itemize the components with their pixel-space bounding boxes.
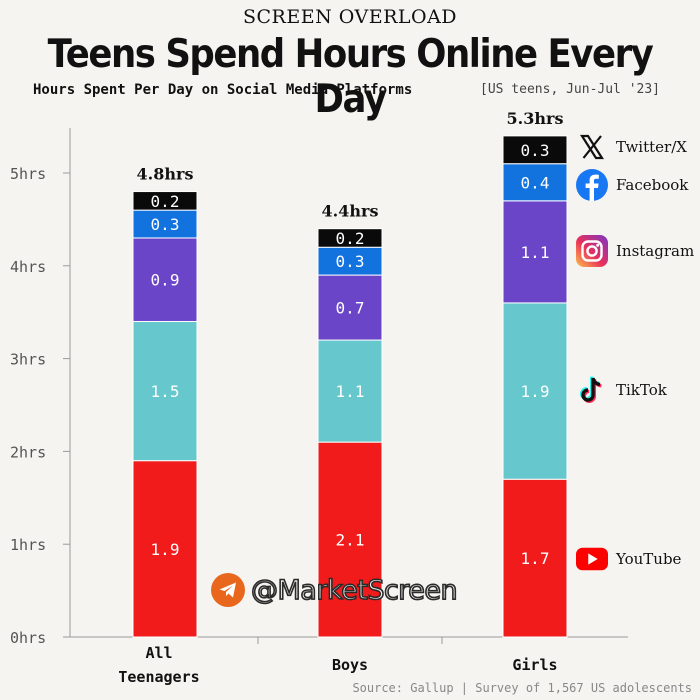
segment-value-label: 1.9 bbox=[151, 540, 180, 559]
y-tick-label: 2hrs bbox=[10, 443, 46, 461]
bar-segment bbox=[132, 191, 198, 211]
bar-total-label: 4.4hrs bbox=[322, 202, 379, 221]
bar-segment bbox=[502, 302, 568, 480]
bar-segment bbox=[132, 460, 198, 638]
legend-label-instagram: Instagram bbox=[616, 242, 695, 260]
youtube-icon bbox=[576, 543, 608, 575]
bar-total-label: 4.8hrs bbox=[137, 165, 194, 184]
segment-value-label: 1.1 bbox=[521, 243, 550, 262]
segment-value-label: 0.3 bbox=[521, 141, 550, 160]
facebook-icon bbox=[576, 169, 608, 201]
bar-segment bbox=[317, 246, 383, 276]
chart-title: Teens Spend Hours Online Every Day bbox=[47, 32, 654, 122]
watermark-text: @MarketScreen bbox=[250, 574, 458, 607]
segment-value-label: 0.9 bbox=[151, 271, 180, 290]
legend-label-twitter: Twitter/X bbox=[616, 138, 687, 156]
segment-value-label: 0.3 bbox=[151, 215, 180, 234]
telegram-icon bbox=[211, 573, 245, 607]
y-tick-label: 0hrs bbox=[10, 629, 46, 647]
bar-segment bbox=[317, 228, 383, 248]
x-category-label: All bbox=[145, 644, 172, 662]
legend-item-tiktok: TikTok bbox=[576, 373, 667, 407]
segment-value-label: 1.5 bbox=[151, 382, 180, 401]
bar-total-label: 5.3hrs bbox=[507, 109, 564, 128]
legend-label-facebook: Facebook bbox=[616, 176, 689, 194]
chart-subtitle: Hours Spent Per Day on Social Media Plat… bbox=[33, 82, 413, 98]
y-tick-label: 4hrs bbox=[10, 258, 46, 276]
bar-segment bbox=[317, 274, 383, 341]
legend-item-instagram: Instagram bbox=[576, 234, 694, 268]
watermark: @MarketScreen bbox=[211, 573, 458, 607]
bar-segment bbox=[502, 135, 568, 165]
segment-value-label: 0.7 bbox=[336, 299, 365, 318]
x-category-label: Boys bbox=[332, 656, 368, 674]
bar-segment bbox=[317, 441, 383, 638]
legend-label-tiktok: TikTok bbox=[616, 381, 667, 399]
y-tick-label: 5hrs bbox=[10, 165, 46, 183]
bar-segment bbox=[502, 200, 568, 304]
legend-item-twitter: Twitter/X bbox=[576, 130, 687, 164]
segment-value-label: 1.7 bbox=[521, 549, 550, 568]
segment-value-label: 2.1 bbox=[336, 531, 365, 550]
bar-segment bbox=[502, 163, 568, 202]
legend-item-youtube: YouTube bbox=[576, 542, 681, 576]
x-category-label: Teenagers bbox=[118, 668, 199, 686]
legend-label-youtube: YouTube bbox=[616, 550, 682, 568]
instagram-icon bbox=[576, 235, 608, 267]
segment-value-label: 0.2 bbox=[151, 192, 180, 211]
segment-value-label: 0.3 bbox=[336, 252, 365, 271]
x-logo-icon bbox=[576, 131, 608, 163]
chart-subnote: [US teens, Jun-Jul '23] bbox=[480, 82, 661, 97]
kicker-label: SCREEN OVERLOAD bbox=[242, 6, 458, 28]
y-tick-label: 1hrs bbox=[10, 536, 46, 554]
x-category-label: Girls bbox=[512, 656, 557, 674]
segment-value-label: 0.2 bbox=[336, 229, 365, 248]
source-note: Source: Gallup | Survey of 1,567 US adol… bbox=[352, 681, 692, 695]
segment-value-label: 1.9 bbox=[521, 382, 550, 401]
tiktok-icon bbox=[576, 374, 608, 406]
segment-value-label: 1.1 bbox=[336, 382, 365, 401]
bar-segment bbox=[502, 478, 568, 638]
bar-segment bbox=[132, 209, 198, 239]
legend-item-facebook: Facebook bbox=[576, 168, 688, 202]
segment-value-label: 0.4 bbox=[521, 173, 550, 192]
y-tick-label: 3hrs bbox=[10, 351, 46, 369]
